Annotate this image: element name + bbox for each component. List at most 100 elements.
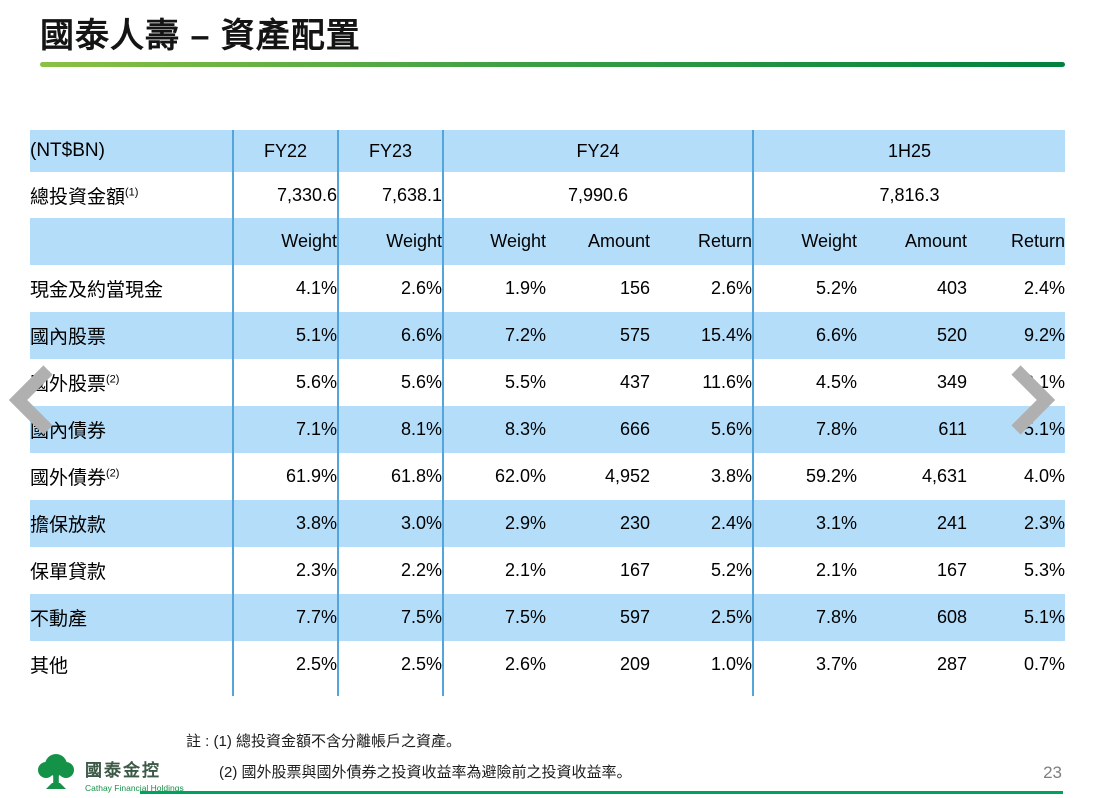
row-label: 不動產 [30,609,88,630]
cell-fy24-amount: 4,952 [546,453,650,500]
col-header-fy24: FY24 [443,130,755,172]
total-footnote-marker: (1) [125,186,139,199]
cell-fy22-weight: 7.1% [233,406,339,453]
table-row-foreign-bond: 國外債券(2) 61.9% 61.8% 62.0% 4,952 3.8% 59.… [30,453,1066,500]
column-line-tick [232,688,234,696]
footnotes: 註 : (1) 總投資金額不含分離帳戶之資產。 (2) 國外股票與國外債券之投資… [186,726,632,788]
cell-1h25-amount: 241 [857,500,968,547]
next-slide-button[interactable] [1005,364,1059,436]
empty-cell [30,218,234,265]
table-row-secured-loans: 擔保放款 3.8% 3.0% 2.9% 230 2.4% 3.1% 241 2.… [30,500,1066,547]
cell-fy22-weight: 2.3% [233,547,339,594]
cell-fy24-return: 3.8% [650,453,755,500]
total-label: 總投資金額 [30,186,126,208]
table-row-real-estate: 不動產 7.7% 7.5% 7.5% 597 2.5% 7.8% 608 5.1… [30,594,1066,641]
cell-1h25-weight: 3.1% [753,500,858,547]
cell-fy24-return: 15.4% [650,312,755,359]
cell-fy24-amount: 209 [546,641,650,688]
total-fy23: 7,638.1 [338,172,444,218]
table-row-others: 其他 2.5% 2.5% 2.6% 209 1.0% 3.7% 287 0.7% [30,641,1066,688]
row-label-cell: 其他 [30,641,234,688]
cell-fy24-amount: 167 [546,547,650,594]
cell-1h25-weight: 3.7% [753,641,858,688]
cell-1h25-amount: 608 [857,594,968,641]
cell-fy24-return: 2.4% [650,500,755,547]
row-label: 擔保放款 [30,515,107,536]
cell-1h25-amount: 520 [857,312,968,359]
cell-1h25-return: 0.7% [967,641,1066,688]
footnote-line-2: (2) 國外股票與國外債券之投資收益率為避險前之投資收益率。 [186,757,632,788]
footnote-1: (1) 總投資金額不含分離帳戶之資產。 [213,733,462,750]
column-line-tick [752,688,754,696]
cell-1h25-amount: 4,631 [857,453,968,500]
cell-1h25-weight: 59.2% [753,453,858,500]
row-label: 現金及約當現金 [30,280,164,301]
table-row-domestic-bond: 國內債券 7.1% 8.1% 8.3% 666 5.6% 7.8% 611 5.… [30,406,1066,453]
cell-1h25-amount: 403 [857,265,968,312]
cell-fy23-weight: 7.5% [338,594,444,641]
row-label-cell: 國外債券(2) [30,453,234,500]
row-label-cell: 國外股票(2) [30,359,234,406]
footnote-prefix: 註 : [186,733,210,750]
tree-icon [35,752,77,797]
cell-1h25-return: 5.3% [967,547,1066,594]
row-label: 保單貸款 [30,562,107,583]
row-label-cell: 擔保放款 [30,500,234,547]
asset-allocation-table: (NT$BN) FY22 FY23 FY24 1H25 總投資金額(1) 7,3… [30,130,1066,688]
table-row-policy-loans: 保單貸款 2.3% 2.2% 2.1% 167 5.2% 2.1% 167 5.… [30,547,1066,594]
cell-fy24-weight: 2.6% [443,641,546,688]
cell-fy23-weight: 3.0% [338,500,444,547]
page-title: 國泰人壽 – 資產配置 [40,17,361,55]
cell-fy24-return: 1.0% [650,641,755,688]
cell-fy24-return: 11.6% [650,359,755,406]
cell-fy24-amount: 230 [546,500,650,547]
subheader-fy24-weight: Weight [443,218,546,265]
row-label: 國外股票 [30,374,107,395]
footnote-2: (2) 國外股票與國外債券之投資收益率為避險前之投資收益率。 [219,764,632,781]
footnote-marker: (2) [106,467,120,480]
cell-1h25-amount: 349 [857,359,968,406]
subheader-1h25-weight: Weight [753,218,858,265]
col-header-1h25: 1H25 [753,130,1066,172]
logo-name-zh: 國泰金控 [85,761,161,780]
cell-1h25-amount: 611 [857,406,968,453]
cell-fy22-weight: 7.7% [233,594,339,641]
total-fy22: 7,330.6 [233,172,339,218]
cell-1h25-weight: 4.5% [753,359,858,406]
unit-header-cell: (NT$BN) [30,130,234,172]
subheader-1h25-amount: Amount [857,218,968,265]
footer-divider [140,791,1063,794]
subheader-1h25-return: Return [967,218,1066,265]
row-label-cell: 現金及約當現金 [30,265,234,312]
cell-fy22-weight: 5.6% [233,359,339,406]
cell-fy24-return: 2.5% [650,594,755,641]
cell-fy23-weight: 8.1% [338,406,444,453]
cell-fy24-weight: 2.1% [443,547,546,594]
col-header-fy23: FY23 [338,130,444,172]
cell-fy23-weight: 6.6% [338,312,444,359]
table-row-foreign-equity: 國外股票(2) 5.6% 5.6% 5.5% 437 11.6% 4.5% 34… [30,359,1066,406]
table-header-row: (NT$BN) FY22 FY23 FY24 1H25 [30,130,1066,172]
cell-fy24-amount: 575 [546,312,650,359]
cell-fy24-weight: 8.3% [443,406,546,453]
cell-fy24-weight: 7.5% [443,594,546,641]
table-row-cash: 現金及約當現金 4.1% 2.6% 1.9% 156 2.6% 5.2% 403… [30,265,1066,312]
column-line-tick [337,688,339,696]
previous-slide-button[interactable] [5,364,59,436]
asset-allocation-table-wrap: (NT$BN) FY22 FY23 FY24 1H25 總投資金額(1) 7,3… [30,130,1066,696]
total-investment-row: 總投資金額(1) 7,330.6 7,638.1 7,990.6 7,816.3 [30,172,1066,218]
chevron-left-icon [5,365,59,439]
cell-fy24-weight: 5.5% [443,359,546,406]
row-label-cell: 國內股票 [30,312,234,359]
chevron-right-icon [1005,365,1059,439]
cell-fy24-weight: 62.0% [443,453,546,500]
company-logo: 國泰金控 Cathay Financial Holdings [35,752,184,797]
cell-fy24-weight: 2.9% [443,500,546,547]
footnote-line-1: 註 : (1) 總投資金額不含分離帳戶之資產。 [186,726,632,757]
title-divider [40,62,1065,67]
cell-fy22-weight: 3.8% [233,500,339,547]
cell-1h25-return: 5.1% [967,594,1066,641]
subheader-fy24-amount: Amount [546,218,650,265]
row-label: 國內股票 [30,327,107,348]
